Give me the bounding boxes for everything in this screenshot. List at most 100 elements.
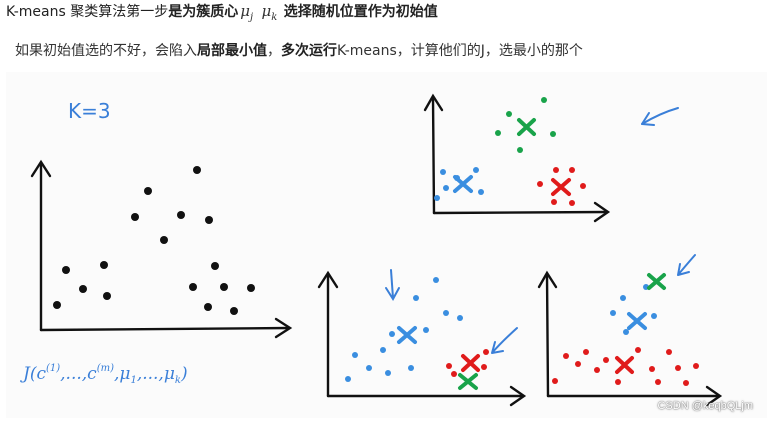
data-point	[666, 349, 672, 355]
data-point	[352, 352, 358, 358]
data-point	[623, 329, 629, 335]
data-point	[495, 130, 501, 136]
pointer-arrow-icon	[677, 254, 696, 276]
data-point	[620, 295, 626, 301]
data-point	[100, 261, 108, 269]
data-point	[220, 283, 228, 291]
top-right-green-points	[495, 97, 556, 153]
data-point	[434, 195, 440, 201]
data-point	[517, 147, 523, 153]
title-suffix: 选择随机位置作为初始值	[283, 4, 438, 20]
data-point	[440, 169, 446, 175]
data-point	[550, 131, 556, 137]
left-plot-axes	[30, 159, 293, 339]
data-point	[563, 353, 569, 359]
data-point	[189, 283, 197, 291]
data-point	[443, 310, 449, 316]
note-line: 如果初始值选的不好，会陷入局部最小值，多次运行K-means，计算他们的J，选最…	[15, 41, 583, 61]
data-point	[603, 357, 609, 363]
data-point	[675, 365, 681, 371]
data-point	[457, 315, 463, 321]
red-centroid-x-icon	[551, 178, 571, 196]
cost-function-label: J(c(1),...,c(m),μ1,...,μk)	[20, 363, 188, 386]
data-point	[385, 370, 391, 376]
data-point	[193, 166, 201, 174]
data-point	[446, 363, 452, 369]
data-point	[483, 349, 489, 355]
data-point	[443, 185, 449, 191]
data-point	[366, 365, 372, 371]
data-point	[553, 167, 559, 173]
note-part3: K-means，计算他们的J，选最小的那个	[337, 43, 583, 59]
data-point	[693, 363, 699, 369]
data-point	[204, 303, 212, 311]
data-point	[635, 347, 641, 353]
top-right-axes	[423, 93, 611, 223]
mu-k-symbol: μk	[261, 2, 278, 23]
k-label: K=3	[68, 99, 111, 123]
data-point	[506, 111, 512, 117]
csdn-watermark: CSDN @keqbQLjm	[657, 400, 753, 412]
bottom-right-red-points	[552, 347, 699, 386]
data-point	[552, 378, 558, 384]
data-point	[575, 361, 581, 367]
data-point	[160, 236, 168, 244]
data-point	[655, 379, 661, 385]
top-right-red-points	[537, 167, 586, 206]
data-point	[103, 292, 111, 300]
data-point	[144, 187, 152, 195]
bottom-middle-blue-points	[345, 277, 463, 382]
data-point	[131, 213, 139, 221]
data-point	[205, 216, 213, 224]
green-centroid-x-icon	[647, 273, 666, 290]
left-plot-points	[53, 166, 255, 315]
title-line: K-means 聚类算法第一步是为簇质心 μj μk 选择随机位置作为初始值	[6, 0, 438, 29]
pointer-arrow-icon	[641, 107, 679, 126]
data-point	[345, 376, 351, 382]
down-arrow-icon	[385, 269, 400, 301]
blue-centroid-x-icon	[627, 312, 647, 330]
kmeans-illustration: K=3 J(c(1),...,c(m),μ1,...	[20, 93, 723, 407]
green-centroid-x-icon	[517, 118, 536, 136]
bottom-right-axes	[537, 270, 723, 407]
red-centroid-x-icon	[615, 356, 634, 374]
title-prefix: K-means 聚类算法第一步	[6, 4, 169, 20]
data-point	[413, 295, 419, 301]
pointer-arrow-icon	[491, 327, 518, 354]
data-point	[541, 97, 547, 103]
note-bold-multi-run: 多次运行	[281, 43, 337, 59]
data-point	[247, 284, 255, 292]
blue-centroid-x-icon	[453, 175, 473, 193]
data-point	[177, 211, 185, 219]
data-point	[408, 365, 414, 371]
data-point	[423, 327, 429, 333]
bottom-middle-centroids	[397, 326, 480, 390]
data-point	[389, 331, 395, 337]
data-point	[569, 200, 575, 206]
data-point	[478, 189, 484, 195]
data-point	[451, 371, 457, 377]
note-part2: ，	[267, 43, 281, 59]
red-centroid-x-icon	[461, 354, 480, 372]
data-point	[62, 266, 70, 274]
bottom-middle-red-points	[446, 349, 489, 377]
bottom-middle-axes	[317, 270, 527, 407]
data-point	[481, 364, 487, 370]
note-bold-local-min: 局部最小值	[197, 43, 267, 59]
data-point	[610, 310, 616, 316]
mu-j-symbol: μj	[240, 2, 254, 23]
data-point	[583, 349, 589, 355]
data-point	[569, 167, 575, 173]
data-point	[651, 313, 657, 319]
data-point	[649, 366, 655, 372]
top-right-blue-points	[434, 167, 484, 201]
data-point	[53, 301, 61, 309]
note-part1: 如果初始值选的不好，会陷入	[15, 43, 197, 59]
bottom-right-blue-points	[610, 284, 657, 335]
data-point	[615, 379, 621, 385]
data-point	[79, 285, 87, 293]
data-point	[580, 183, 586, 189]
blue-centroid-x-icon	[397, 326, 417, 344]
data-point	[230, 307, 238, 315]
data-point	[683, 380, 689, 386]
